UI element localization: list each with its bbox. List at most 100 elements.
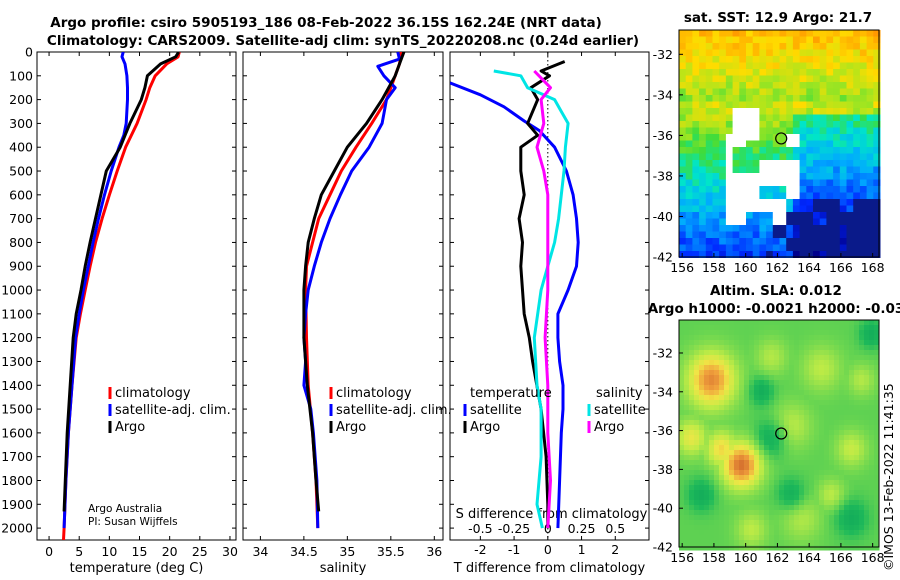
legend-title-salinity: salinity [596, 386, 643, 401]
map-cell [859, 450, 865, 456]
map-cell [772, 147, 780, 154]
map-cell [749, 440, 755, 446]
map-cell [712, 147, 720, 154]
map-cell [705, 75, 713, 83]
map-cell [799, 360, 805, 366]
map-cell [799, 192, 807, 200]
map-cell [874, 435, 880, 441]
map-cell [839, 335, 845, 341]
map-cell [819, 62, 827, 70]
map-cell [689, 500, 695, 506]
map-cell [679, 82, 687, 89]
map-cell [839, 365, 845, 371]
map-cell [849, 375, 855, 381]
map-cell [873, 62, 881, 70]
map-cell [819, 49, 827, 57]
map-cell [719, 375, 725, 381]
map-cell [799, 231, 807, 239]
map-cell [689, 400, 695, 406]
map-cell [719, 475, 725, 481]
map-cell [834, 345, 840, 351]
map-cell [679, 525, 685, 531]
map-cell [724, 325, 730, 331]
map-cell [699, 360, 705, 366]
map-cell [819, 340, 825, 346]
map-cell [679, 95, 687, 102]
map-cell [789, 395, 795, 401]
map-cell [824, 325, 830, 331]
map-cell [779, 108, 787, 115]
map-cell [792, 134, 801, 141]
map-cell [679, 405, 685, 411]
map-cell [792, 238, 801, 245]
map-cell [869, 525, 875, 531]
x-tick-label: 34.5 [290, 544, 318, 559]
map-cell [792, 49, 801, 57]
map-cell [833, 205, 841, 213]
map-cell [813, 251, 821, 258]
map-cell [739, 225, 747, 232]
map-cell [814, 510, 820, 516]
map-cell [724, 350, 730, 356]
map-cell [692, 218, 700, 226]
map-cell [705, 36, 713, 44]
map-cell [819, 173, 827, 180]
map-cell [804, 540, 810, 546]
map-cell [759, 395, 765, 401]
map-cell [739, 545, 745, 551]
map-cell [874, 530, 880, 536]
map-cell [734, 500, 740, 506]
map-cell [732, 75, 740, 83]
map-cell [732, 127, 740, 135]
map-cell [766, 114, 774, 122]
map-cell [792, 127, 801, 135]
map-cell [866, 225, 874, 232]
map-cell [819, 420, 825, 426]
map-cell [869, 465, 875, 471]
map-cell [806, 95, 814, 102]
map-cell [826, 153, 834, 161]
map-cell [779, 173, 787, 180]
map-cell [729, 475, 735, 481]
map-cell [806, 166, 814, 174]
map-cell [866, 95, 874, 102]
map-cell [714, 395, 720, 401]
map-cell [704, 325, 710, 331]
map-cell [764, 445, 770, 451]
map-cell [819, 520, 825, 526]
map-cell [749, 445, 755, 451]
map-cell [749, 380, 755, 386]
series-satellite-adj-clim--line [62, 52, 129, 529]
map-cell [864, 505, 870, 511]
map-cell [874, 455, 880, 461]
map-cell [864, 480, 870, 486]
map-cell [826, 192, 834, 200]
map-cell [799, 49, 807, 57]
map-cell [692, 75, 700, 83]
x-tick-label: 15 [132, 544, 148, 559]
map-cell [829, 520, 835, 526]
map-cell [766, 153, 774, 161]
map-cell [729, 375, 735, 381]
map-cell [749, 495, 755, 501]
map-cell [864, 400, 870, 406]
map-cell [725, 160, 734, 167]
map-cell [754, 520, 760, 526]
map-cell [769, 380, 775, 386]
map-cell [786, 43, 794, 50]
map-cell [809, 450, 815, 456]
map-cell [759, 231, 767, 239]
map-cell [849, 365, 855, 371]
map-cell [759, 505, 765, 511]
map-cell [854, 385, 860, 391]
map-cell [739, 525, 745, 531]
map-cell [719, 355, 725, 361]
map-cell [729, 330, 735, 336]
map-cell [859, 205, 868, 213]
map-cell [739, 355, 745, 361]
map-cell [734, 440, 740, 446]
map-cell [712, 30, 720, 37]
map-cell [784, 395, 790, 401]
map-cell [839, 30, 847, 37]
map-cell [759, 425, 765, 431]
